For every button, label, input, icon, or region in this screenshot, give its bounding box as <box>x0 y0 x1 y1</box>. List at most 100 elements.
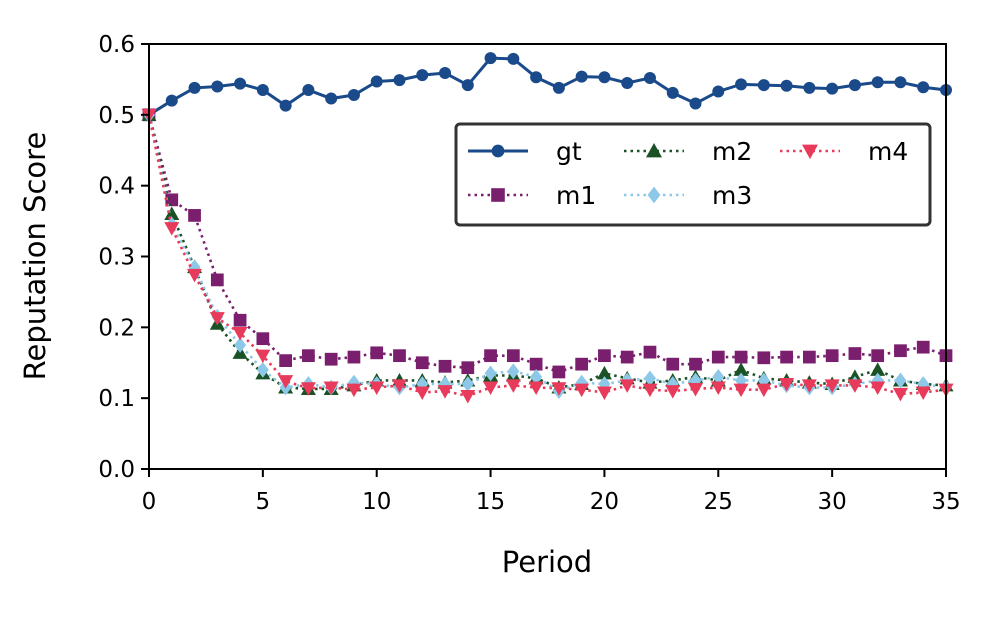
data-point-gt <box>393 74 406 87</box>
data-point-m1 <box>188 209 201 222</box>
data-point-m1 <box>233 313 247 327</box>
data-point-m1 <box>848 347 862 360</box>
data-point-m3 <box>507 363 520 380</box>
data-point-m1 <box>461 361 475 375</box>
data-point-m3 <box>894 372 907 389</box>
data-point-m1 <box>529 357 543 371</box>
x-tick-label: 10 <box>362 489 391 515</box>
data-point-m2 <box>164 206 180 220</box>
data-point-gt <box>826 82 839 95</box>
legend-entry-gt: gt <box>468 137 582 166</box>
x-axis-label: Period <box>502 545 592 579</box>
x-axis: 0 5 10 15 20 25 30 35 <box>142 469 961 515</box>
y-tick-label: 0.3 <box>98 245 135 271</box>
x-tick-label: 25 <box>704 489 733 515</box>
data-point-m4 <box>505 379 521 393</box>
legend-entry-m1: m1 <box>468 181 596 210</box>
data-point-m1 <box>210 273 224 287</box>
data-point-m4 <box>483 381 499 396</box>
data-point-m1 <box>825 349 839 363</box>
data-point-gt <box>302 84 315 97</box>
legend-entry-m4: m4 <box>780 137 908 166</box>
legend: gt m1 m2 m3 m4 <box>454 122 932 227</box>
data-point-m3 <box>530 369 543 385</box>
legend-label-gt: gt <box>556 137 582 166</box>
series-line-m1 <box>147 114 947 374</box>
data-point-m1 <box>916 340 930 354</box>
data-point-gt <box>621 76 634 89</box>
data-point-m4 <box>642 383 658 398</box>
data-point-m3 <box>484 365 497 382</box>
data-point-gt <box>188 81 201 94</box>
data-point-m4 <box>346 383 362 398</box>
data-point-m1 <box>666 357 680 371</box>
data-point-m1 <box>802 350 816 364</box>
x-tick-label: 15 <box>476 489 505 515</box>
data-point-m1 <box>757 351 771 365</box>
x-tick-label: 30 <box>818 489 847 515</box>
data-point-gt <box>598 71 611 84</box>
data-point-m4 <box>915 386 931 400</box>
data-point-m4 <box>414 386 430 400</box>
data-point-gt <box>461 79 474 92</box>
data-point-m4 <box>892 387 908 402</box>
data-point-gt <box>211 80 224 93</box>
data-point-m2 <box>733 362 749 376</box>
data-point-m1 <box>620 350 634 364</box>
data-point-gt <box>894 76 907 89</box>
data-point-m1 <box>165 193 179 207</box>
x-tick-label: 35 <box>931 489 960 515</box>
y-axis-label: Reputation Score <box>18 132 52 381</box>
data-point-m1 <box>734 350 748 364</box>
legend-label-m2: m2 <box>712 137 752 166</box>
data-point-m4 <box>824 379 840 393</box>
data-point-m1 <box>643 345 657 359</box>
data-point-m1 <box>689 357 702 371</box>
data-point-m2 <box>870 362 886 376</box>
data-point-m4 <box>733 383 749 398</box>
x-tick-label: 0 <box>142 489 157 515</box>
data-point-m1 <box>370 346 384 360</box>
data-point-m4 <box>255 349 271 364</box>
data-point-m4 <box>278 375 294 389</box>
data-point-gt <box>416 69 429 82</box>
y-tick-label: 0.5 <box>98 103 135 129</box>
data-point-m4 <box>847 379 863 393</box>
data-point-gt <box>347 89 360 101</box>
data-point-m4 <box>619 379 635 393</box>
data-point-m1 <box>438 359 452 373</box>
data-point-m4 <box>300 382 316 396</box>
data-point-gt <box>484 52 497 65</box>
data-point-m1 <box>484 349 497 363</box>
legend-box <box>454 122 932 227</box>
data-point-gt <box>530 71 543 84</box>
data-point-gt <box>689 97 702 110</box>
y-tick-label: 0.0 <box>98 457 135 483</box>
data-point-gt <box>552 81 565 94</box>
data-point-m1 <box>598 349 611 363</box>
data-point-m1 <box>324 352 338 366</box>
data-point-m4 <box>460 390 476 404</box>
data-point-gt <box>439 67 452 80</box>
data-point-gt <box>234 77 247 90</box>
data-point-gt <box>803 81 816 94</box>
data-point-gt <box>848 79 861 92</box>
data-point-gt <box>575 70 588 83</box>
data-point-gt <box>735 78 748 91</box>
data-point-m1 <box>552 365 566 379</box>
data-point-gt <box>780 79 793 92</box>
data-point-m3 <box>234 337 247 353</box>
x-tick-label: 20 <box>590 489 619 515</box>
legend-label-m1: m1 <box>556 181 596 210</box>
data-point-gt <box>666 86 679 99</box>
y-tick-label: 0.1 <box>98 386 135 412</box>
data-point-m4 <box>551 382 567 396</box>
data-point-m4 <box>756 383 772 398</box>
data-point-m4 <box>209 312 225 326</box>
legend-marker-m3 <box>647 186 661 204</box>
series-layer <box>141 52 954 404</box>
data-point-m4 <box>779 378 795 392</box>
data-point-m3 <box>712 369 725 385</box>
data-point-m4 <box>596 386 612 400</box>
